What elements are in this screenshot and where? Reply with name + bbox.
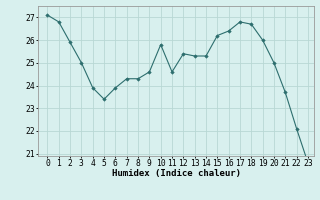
X-axis label: Humidex (Indice chaleur): Humidex (Indice chaleur) [111,169,241,178]
